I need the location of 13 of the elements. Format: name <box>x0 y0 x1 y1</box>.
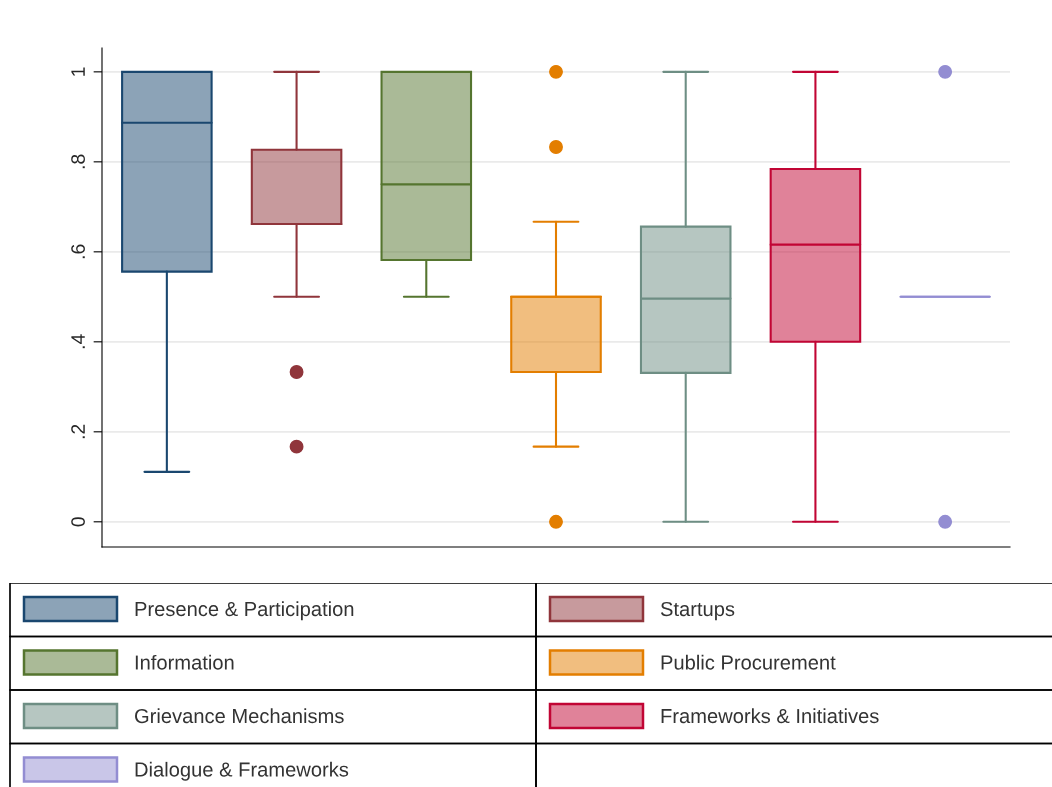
legend-label: Presence & Participation <box>135 601 354 621</box>
y-tick-label: .4 <box>71 334 85 349</box>
y-tick-label: .2 <box>71 424 85 439</box>
y-tick-label: 0 <box>71 517 85 527</box>
y-tick-label: .6 <box>71 244 85 259</box>
legend-label: Information <box>135 654 234 670</box>
legend-label: Dialogue & Frameworks <box>135 761 349 781</box>
y-tick-label: 1 <box>71 67 85 76</box>
y-tick-label: .8 <box>71 154 85 169</box>
legend-label: Grievance Mechanisms <box>135 708 344 724</box>
legend-label: Frameworks & Initiatives <box>661 708 879 724</box>
legend-label: Startups <box>660 601 735 621</box>
legend-label: Public Procurement <box>661 654 836 670</box>
